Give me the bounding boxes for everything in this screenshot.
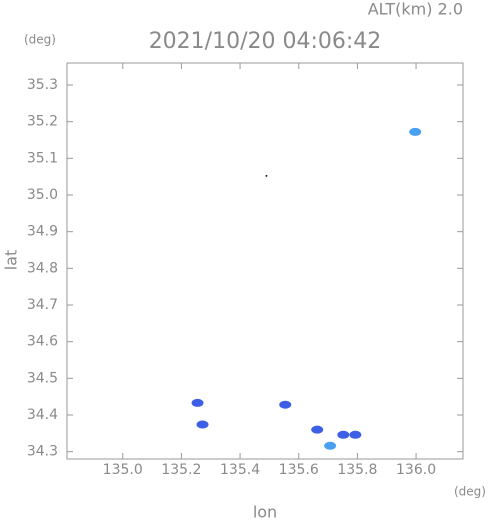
chart-title: 2021/10/20 04:06:42 <box>149 29 382 54</box>
point <box>409 127 422 136</box>
x-tick-label: 136.0 <box>396 462 436 478</box>
y-tick-label: 34.7 <box>27 297 58 313</box>
y-unit: (deg) <box>24 33 56 47</box>
x-tick-label: 135.6 <box>279 462 319 478</box>
y-tick-label: 34.6 <box>27 334 58 350</box>
point <box>196 420 209 429</box>
point <box>265 174 268 177</box>
point <box>324 441 337 450</box>
x-axis-label: lon <box>253 503 277 521</box>
point <box>279 400 292 409</box>
y-tick-label: 34.9 <box>27 224 58 240</box>
point <box>311 425 324 434</box>
y-tick-label: 34.3 <box>27 444 58 460</box>
point <box>337 430 350 439</box>
y-tick-label: 35.0 <box>27 187 58 203</box>
y-tick-label: 34.8 <box>27 260 58 276</box>
x-tick-label: 135.0 <box>103 462 143 478</box>
x-unit: (deg) <box>454 485 486 499</box>
y-tick-label: 35.1 <box>27 150 58 166</box>
y-tick-label: 35.2 <box>27 114 58 130</box>
point <box>191 398 204 407</box>
point <box>349 430 362 439</box>
x-tick-label: 135.8 <box>337 462 377 478</box>
plot-frame <box>66 62 464 460</box>
y-tick-label: 34.5 <box>27 370 58 386</box>
y-axis-label: lat <box>2 250 21 271</box>
annotation: ALT(km) 2.0 <box>368 0 463 19</box>
y-tick-label: 35.3 <box>27 77 58 93</box>
x-tick-label: 135.2 <box>161 462 201 478</box>
y-tick-label: 34.4 <box>27 407 58 423</box>
x-tick-label: 135.4 <box>220 462 260 478</box>
